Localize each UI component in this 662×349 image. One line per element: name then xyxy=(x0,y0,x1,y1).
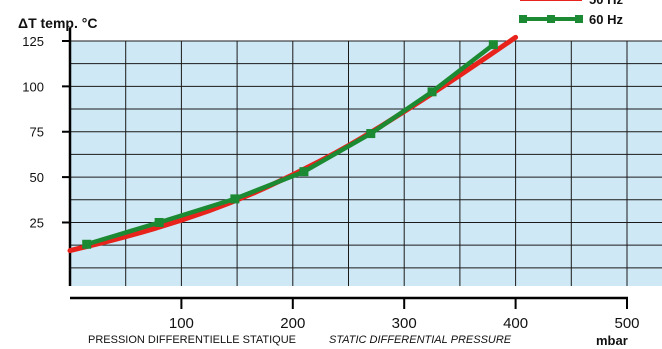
plot-background xyxy=(70,41,662,286)
data-point-marker xyxy=(230,194,240,204)
x-axis-title-en: STATIC DIFFERENTIAL PRESSURE xyxy=(329,334,512,346)
title-panel xyxy=(0,0,400,18)
y-axis-title: ΔT temp. °C xyxy=(18,15,97,31)
data-point-marker xyxy=(82,239,92,249)
data-point-marker xyxy=(299,167,309,177)
y-tick-label: 100 xyxy=(22,79,44,94)
x-axis-unit: mbar xyxy=(596,333,628,348)
data-point-marker xyxy=(366,129,376,139)
x-tick-label: 300 xyxy=(392,315,417,332)
legend-label: 50 Hz xyxy=(589,0,623,7)
legend-swatch-marker xyxy=(547,15,555,23)
x-tick-label: 500 xyxy=(614,315,639,332)
x-axis-title-fr: PRESSION DIFFERENTIELLE STATIQUE xyxy=(88,334,296,346)
data-point-marker xyxy=(488,40,498,50)
legend-label: 60 Hz xyxy=(589,12,623,27)
x-tick-label: 100 xyxy=(169,315,194,332)
x-tick-label: 400 xyxy=(503,315,528,332)
legend-swatch-marker xyxy=(519,15,527,23)
y-tick-label: 25 xyxy=(30,215,44,230)
y-tick-label: 125 xyxy=(22,34,44,49)
legend-swatch-marker xyxy=(575,15,583,23)
y-tick-label: 50 xyxy=(30,170,44,185)
x-tick-label: 200 xyxy=(280,315,305,332)
y-tick-label: 75 xyxy=(30,125,44,140)
data-point-marker xyxy=(427,87,437,97)
data-point-marker xyxy=(154,217,164,227)
